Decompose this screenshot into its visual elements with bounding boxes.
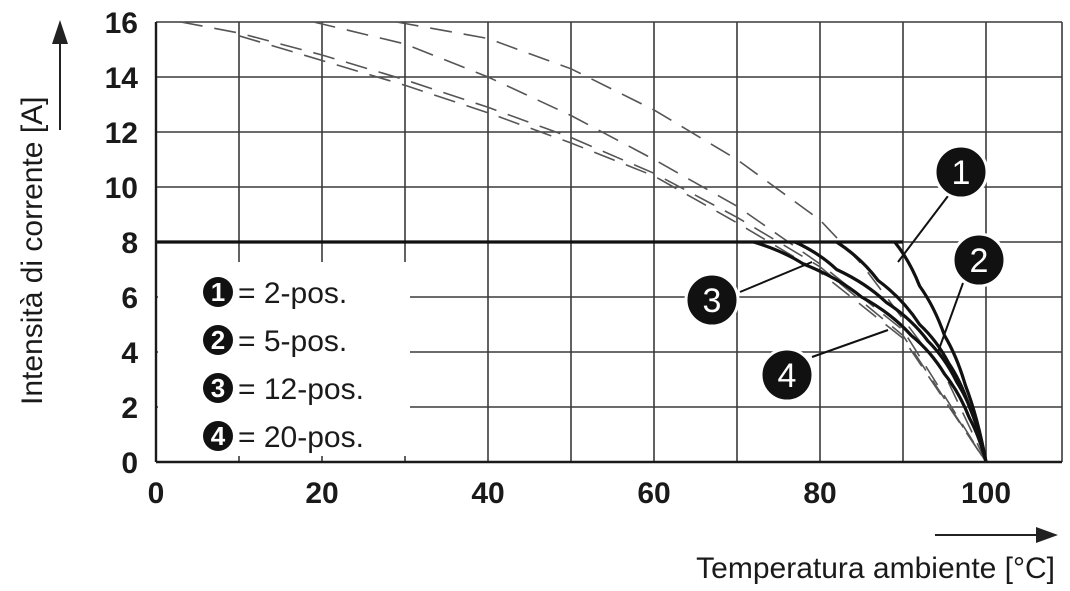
legend-badge-number: 3 — [211, 373, 225, 403]
badge-number-1: 1 — [952, 154, 971, 192]
y-tick-label: 16 — [105, 7, 138, 40]
x-tick-label: 20 — [305, 477, 338, 510]
badge-circle-3 — [684, 272, 740, 328]
legend-badge-number: 2 — [211, 325, 225, 355]
dashed-curve-2 — [313, 21, 987, 463]
x-tick-label: 40 — [471, 477, 504, 510]
dashed-curves — [180, 21, 987, 463]
y-tick-label: 8 — [121, 227, 138, 260]
leader-lines — [739, 195, 964, 358]
dashed-curve-4 — [238, 35, 987, 463]
leader-line-4 — [811, 329, 889, 358]
x-axis-arrow — [935, 527, 1058, 543]
x-tick-label: 80 — [803, 477, 836, 510]
x-tick-label: 0 — [148, 477, 165, 510]
derating-curve-4 — [753, 240, 988, 463]
y-tick-label: 6 — [121, 282, 138, 315]
legend-label: = 12-pos. — [238, 373, 364, 406]
badge-circle-2 — [951, 232, 1007, 288]
y-tick-label: 12 — [105, 117, 138, 150]
legend-badge-number: 4 — [211, 421, 226, 451]
badge-circle-1 — [933, 144, 989, 200]
leader-line-1 — [897, 195, 949, 263]
y-axis-arrow — [52, 20, 68, 130]
y-axis-title: Intensità di corrente [A] — [16, 97, 49, 406]
badge-number-2: 2 — [970, 242, 989, 280]
legend-background — [158, 262, 410, 456]
legend-badge-1 — [203, 277, 233, 307]
x-tick-label: 100 — [961, 477, 1011, 510]
axes — [154, 22, 1062, 464]
legend-label: = 2-pos. — [238, 277, 347, 310]
y-tick-label: 4 — [121, 337, 138, 370]
legend-badge-4 — [203, 421, 233, 451]
y-tick-label: 14 — [105, 62, 139, 95]
x-tick-label: 60 — [637, 477, 670, 510]
curve-badges: 1 2 3 4 — [684, 144, 1007, 403]
badge-number-4: 4 — [778, 357, 797, 395]
legend-area — [158, 262, 410, 456]
leader-line-2 — [937, 282, 964, 353]
derating-curve-3 — [794, 240, 988, 463]
dashed-curve-1 — [396, 21, 987, 463]
badge-number-3: 3 — [703, 282, 722, 320]
y-tick-label: 2 — [121, 392, 138, 425]
derating-curves — [753, 240, 988, 463]
y-tick-label: 10 — [105, 172, 138, 205]
dashed-curve-3 — [180, 21, 987, 463]
x-axis-title: Temperatura ambiente [°C] — [696, 552, 1055, 585]
legend: 1 = 2-pos. 2 = 5-pos. 3 = 12-pos. 4 = 20-pos. — [203, 277, 364, 454]
leader-line-3 — [739, 261, 813, 293]
legend-badge-2 — [203, 325, 233, 355]
legend-badge-number: 1 — [211, 277, 225, 307]
badge-circle-4 — [759, 347, 815, 403]
legend-label: = 20-pos. — [238, 421, 364, 454]
y-tick-label: 0 — [121, 447, 138, 480]
legend-badge-3 — [203, 373, 233, 403]
legend-label: = 5-pos. — [238, 325, 347, 358]
